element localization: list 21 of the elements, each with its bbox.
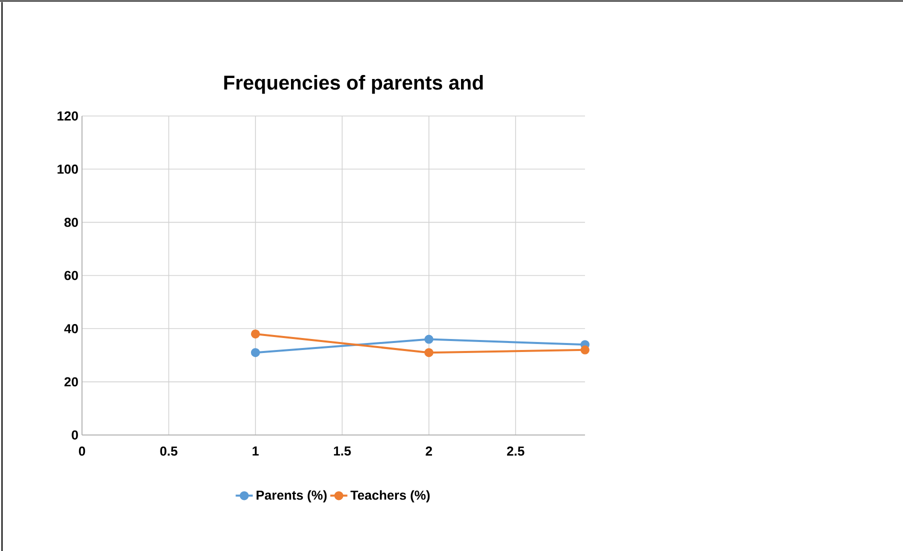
legend-label: Parents (%) (256, 490, 327, 502)
y-tick-label: 0 (72, 430, 78, 440)
y-tick-label: 20 (64, 377, 78, 386)
y-tick-label: 120 (58, 111, 78, 121)
y-tick-label: 40 (64, 324, 78, 334)
x-tick-label: 2.5 (507, 446, 524, 456)
x-tick-label: 2 (426, 446, 432, 456)
point (424, 334, 434, 344)
x-tick-label: 1.5 (334, 446, 351, 456)
legend-label: Teachers (%) (350, 490, 430, 502)
point (250, 329, 260, 338)
x-tick-label: 0 (78, 446, 86, 456)
point (424, 348, 434, 358)
chart-title: Frequencies of parents and (224, 75, 483, 94)
x-tick-label: 0.5 (160, 446, 178, 456)
point (250, 348, 260, 358)
x-tick-label: 1 (252, 446, 259, 456)
y-tick-label: 100 (58, 164, 78, 174)
y-tick-label: 60 (64, 270, 78, 280)
y-tick-label: 80 (64, 218, 78, 227)
point (580, 345, 590, 354)
